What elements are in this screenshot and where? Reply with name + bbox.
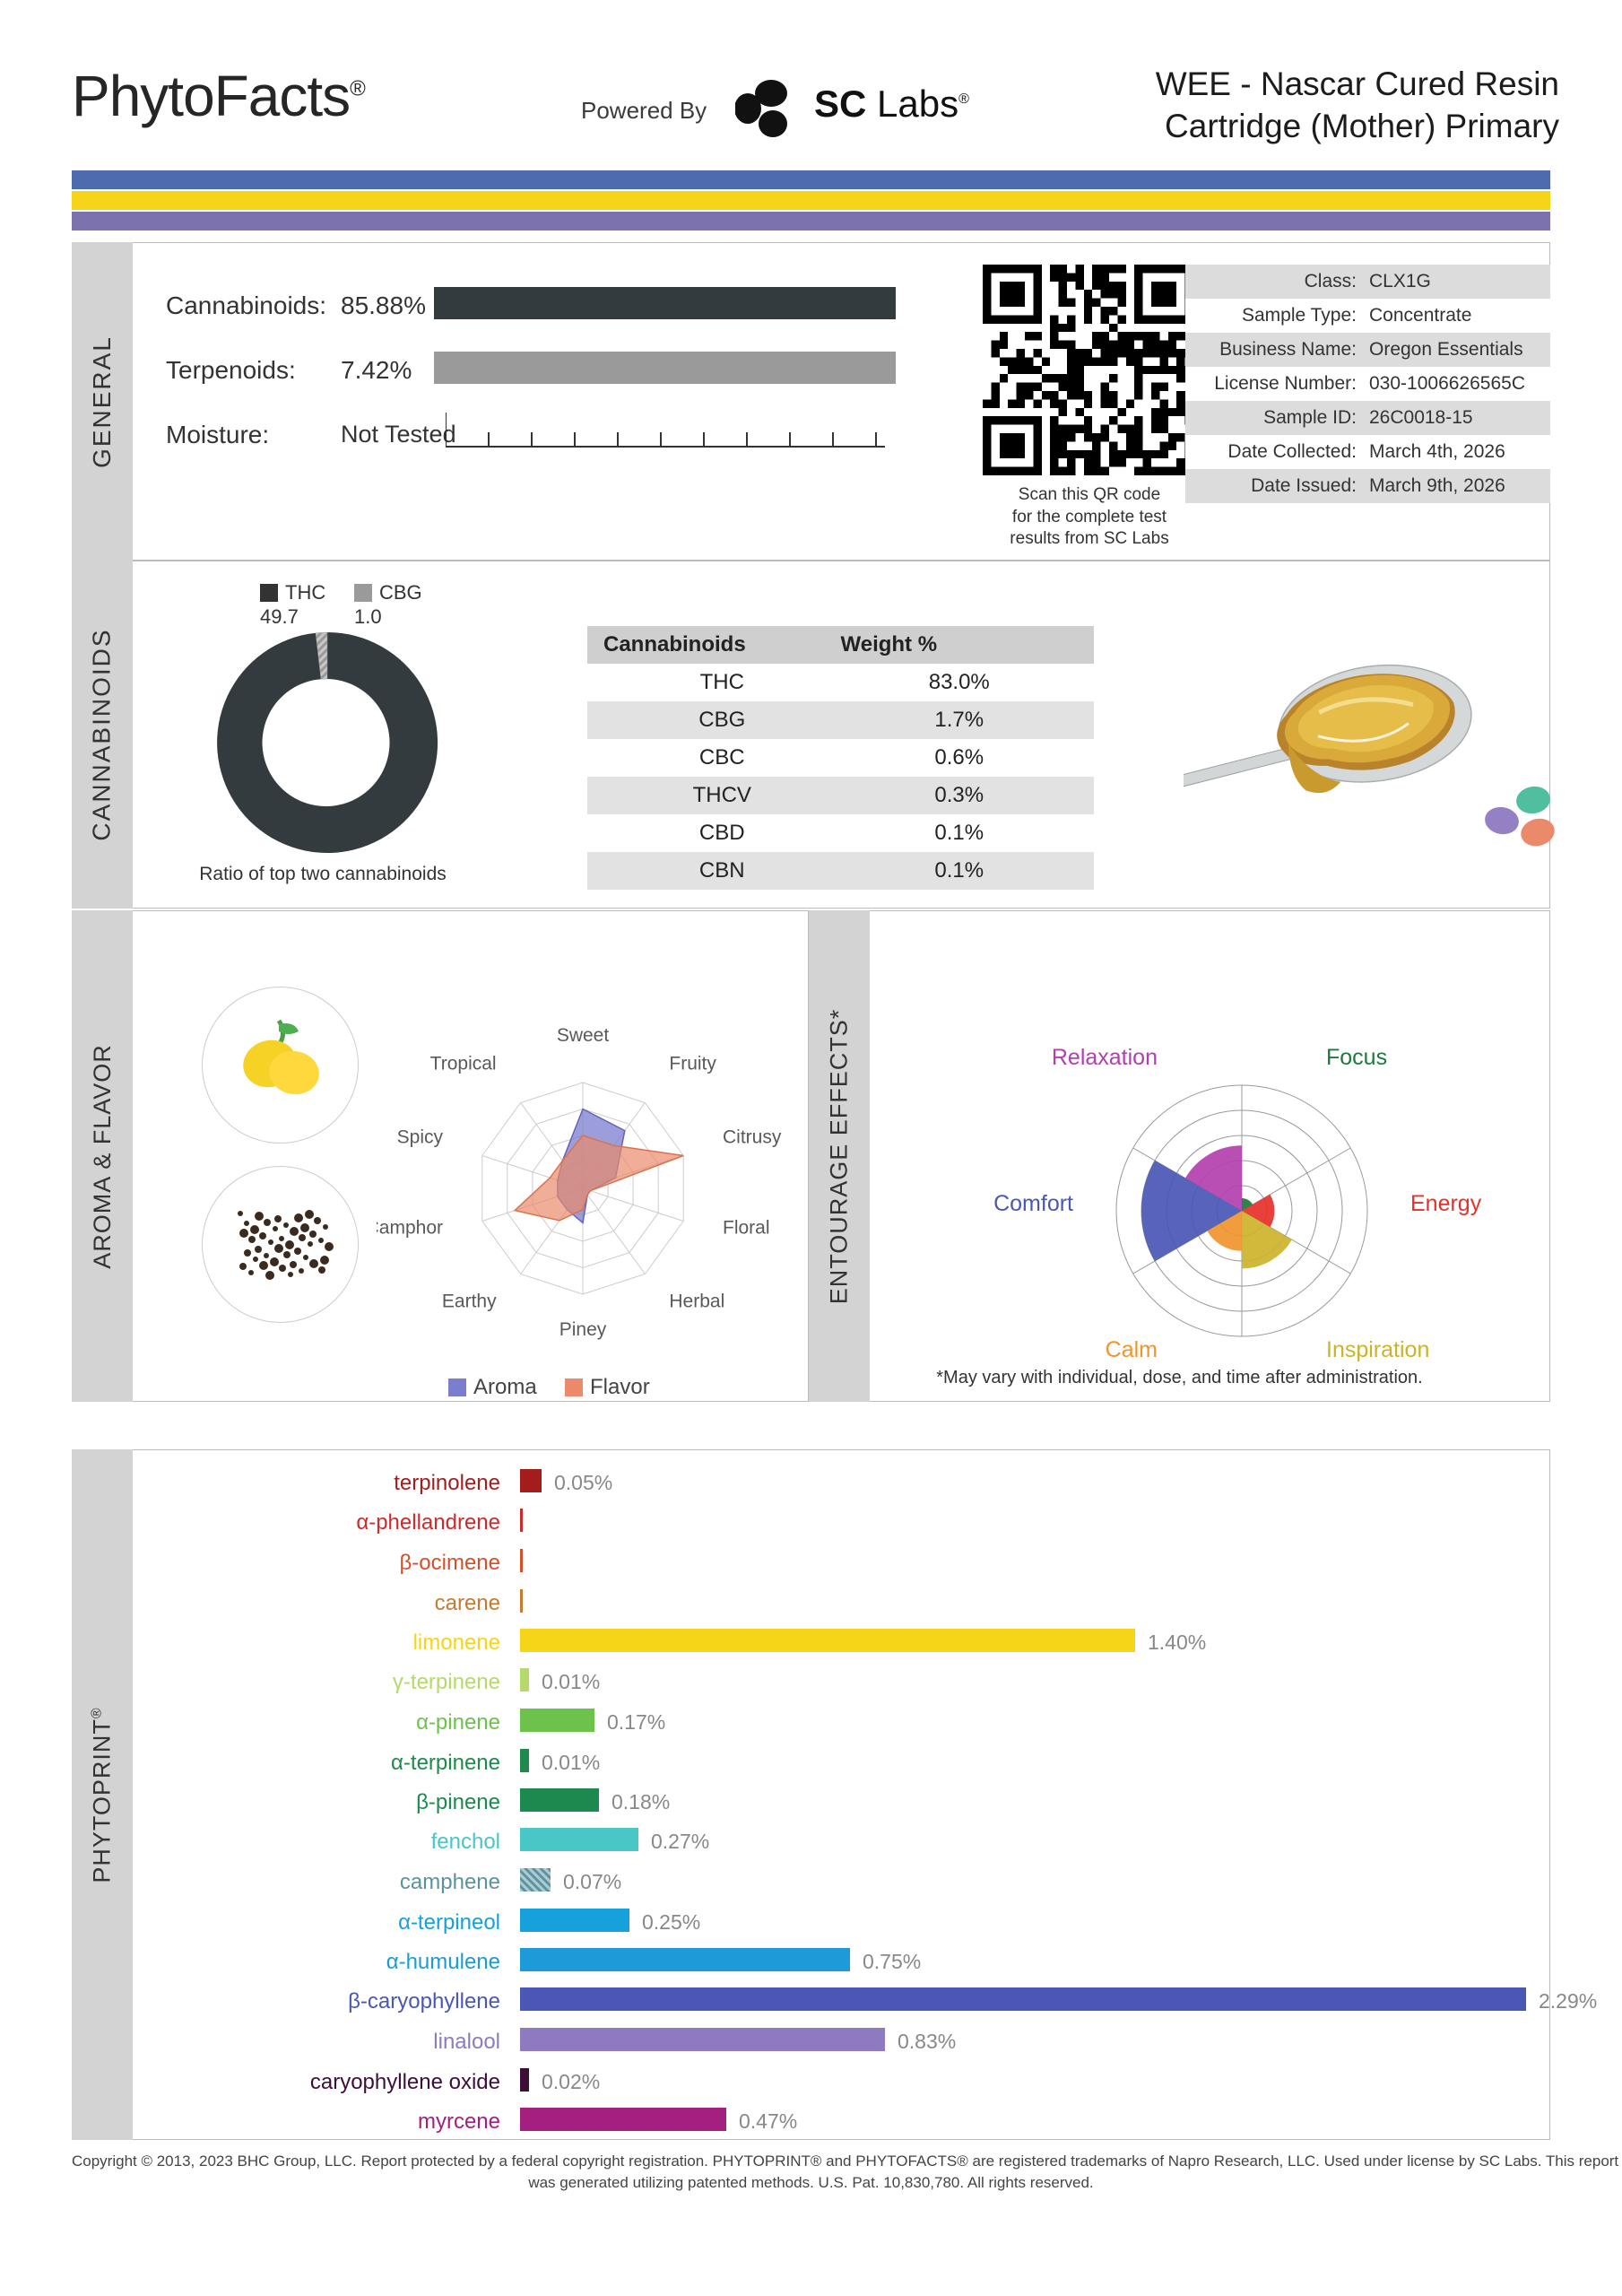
svg-text:Spicy: Spicy [397,1126,444,1147]
svg-text:Relaxation: Relaxation [1052,1045,1158,1070]
svg-text:Inspiration: Inspiration [1326,1337,1429,1362]
svg-text:Floral: Floral [723,1218,770,1239]
svg-text:Focus: Focus [1326,1045,1387,1070]
svg-text:Camphor: Camphor [377,1218,443,1239]
svg-text:Fruity: Fruity [669,1053,716,1074]
svg-text:Earthy: Earthy [442,1292,497,1312]
svg-text:Comfort: Comfort [993,1191,1073,1216]
svg-text:Calm: Calm [1106,1337,1158,1362]
svg-text:Tropical: Tropical [430,1053,497,1074]
svg-text:Citrusy: Citrusy [723,1126,782,1147]
svg-text:Piney: Piney [559,1319,607,1340]
svg-text:Sweet: Sweet [557,1025,610,1046]
svg-text:Herbal: Herbal [669,1292,724,1312]
svg-text:Energy: Energy [1410,1191,1482,1216]
